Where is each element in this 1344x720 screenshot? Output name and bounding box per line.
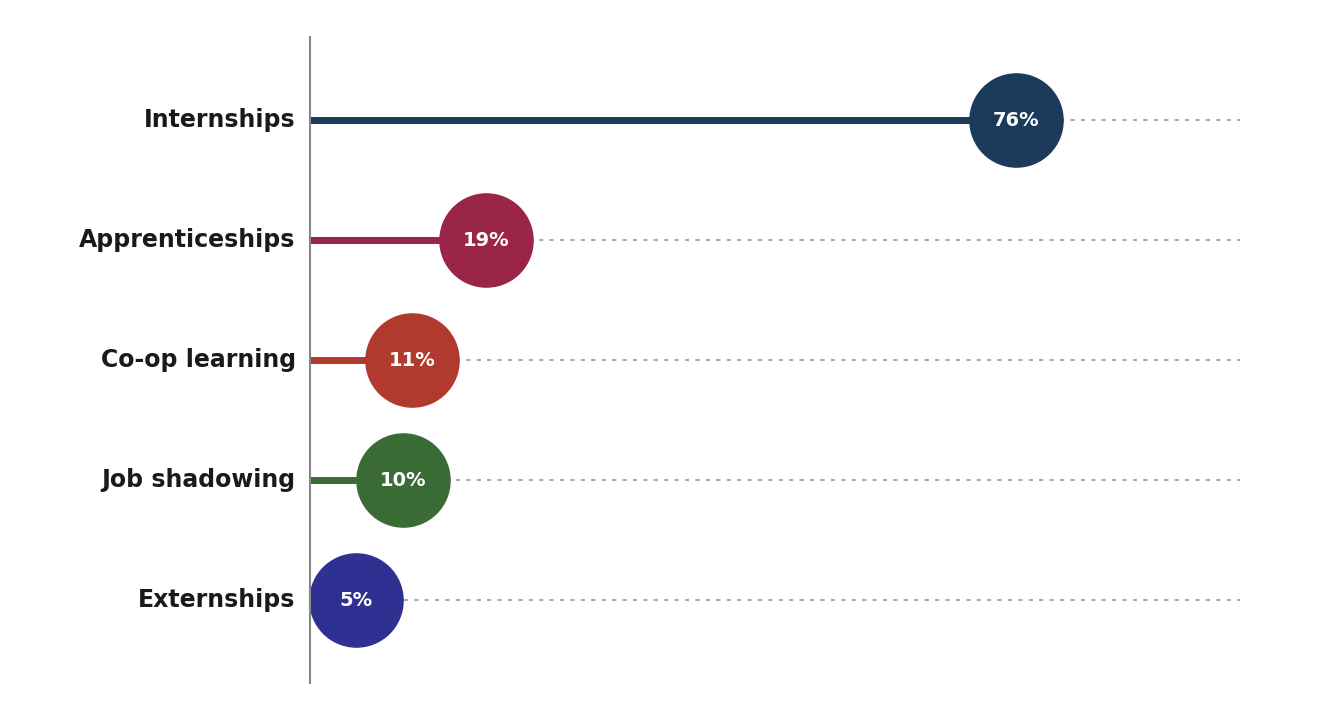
Text: Co-op learning: Co-op learning — [101, 348, 296, 372]
Text: 19%: 19% — [464, 230, 509, 250]
Text: Internships: Internships — [144, 108, 296, 132]
Point — [345, 594, 367, 606]
Text: Apprenticeships: Apprenticeships — [79, 228, 296, 252]
Point — [392, 474, 414, 486]
Text: 10%: 10% — [379, 470, 426, 490]
Point — [401, 354, 422, 366]
Text: 11%: 11% — [388, 351, 435, 369]
Text: Job shadowing: Job shadowing — [102, 468, 296, 492]
Text: 76%: 76% — [993, 110, 1040, 130]
Point — [476, 234, 497, 246]
Text: Externships: Externships — [138, 588, 296, 612]
Text: 5%: 5% — [340, 590, 372, 610]
Point — [1005, 114, 1027, 126]
